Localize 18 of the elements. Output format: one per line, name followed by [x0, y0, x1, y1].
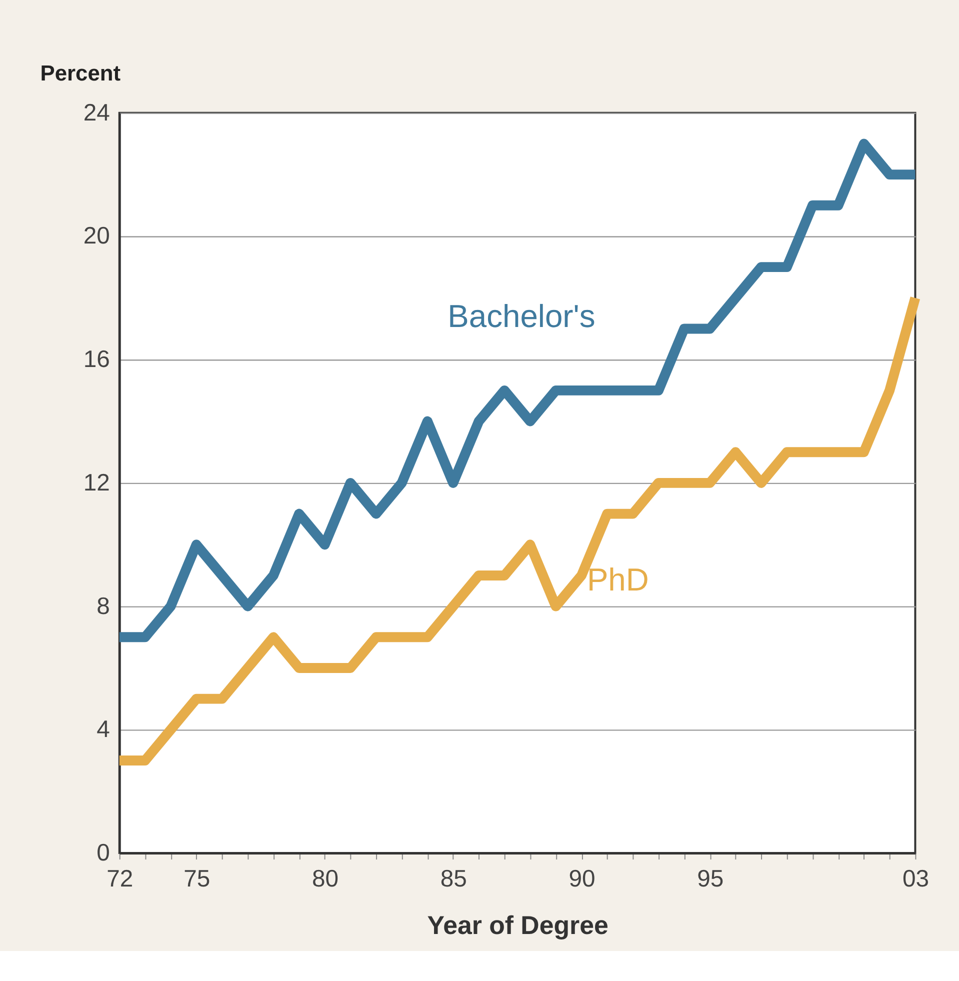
series-label: PhD: [586, 561, 649, 598]
x-tick-label: 85: [440, 865, 467, 892]
y-tick-label: 24: [83, 99, 110, 126]
y-tick-label: 4: [96, 716, 110, 744]
x-axis-title: Year of Degree: [427, 912, 608, 940]
x-tick-label: 80: [312, 865, 339, 892]
x-tick-label: 75: [184, 865, 210, 892]
x-tick-label: 90: [568, 865, 596, 892]
x-tick-label: 72: [106, 865, 134, 892]
y-tick-label: 8: [96, 592, 110, 620]
y-tick-label: 16: [83, 346, 110, 374]
x-tick-label: 03: [902, 865, 929, 892]
y-tick-label: 0: [96, 839, 110, 866]
y-axis-title: Percent: [40, 60, 122, 86]
y-tick-label: 20: [83, 222, 110, 250]
y-tick-label: 12: [83, 469, 110, 496]
x-tick-label: 95: [697, 865, 724, 892]
series-label: Bachelor's: [448, 298, 596, 334]
